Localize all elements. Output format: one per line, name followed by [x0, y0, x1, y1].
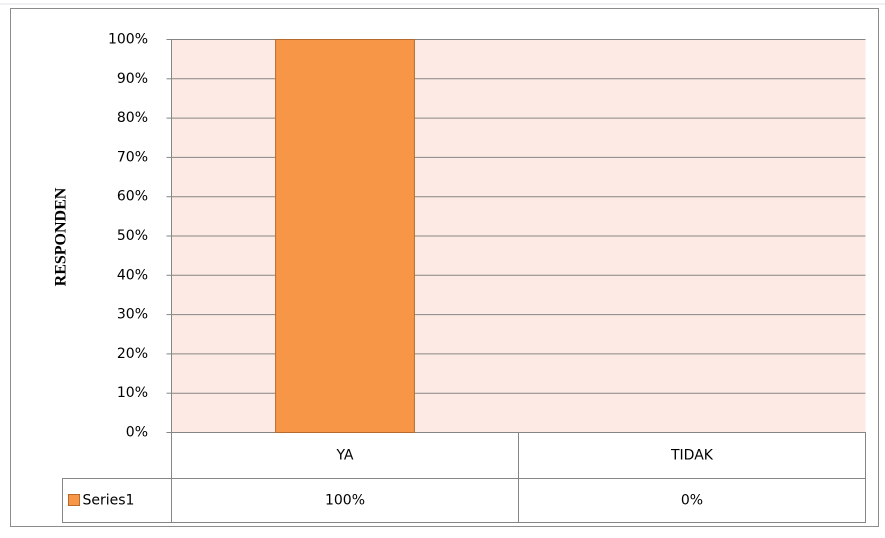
y-tick-label: 80%: [117, 110, 148, 126]
y-tick-label: 60%: [117, 189, 148, 205]
data-table-value: 0%: [681, 493, 703, 509]
data-table-value: 100%: [325, 493, 365, 509]
table-cell: [62, 478, 866, 523]
y-tick-label: 0%: [126, 425, 148, 441]
y-tick-label: 100%: [108, 32, 148, 48]
y-tick-label: 50%: [117, 228, 148, 244]
y-axis-label: RESPONDEN: [53, 187, 70, 286]
y-tick-label: 40%: [117, 267, 148, 283]
x-tick-label: YA: [335, 448, 353, 464]
x-tick-label: TIDAK: [670, 448, 714, 464]
bar: [275, 39, 415, 433]
y-tick-label: 70%: [117, 149, 148, 165]
y-tick-label: 10%: [117, 385, 148, 401]
y-tick-label: 20%: [117, 346, 148, 362]
legend-key: [68, 494, 80, 506]
y-tick-label: 90%: [117, 71, 148, 87]
legend-label: Series1: [83, 493, 135, 509]
y-tick-label: 30%: [117, 307, 148, 323]
